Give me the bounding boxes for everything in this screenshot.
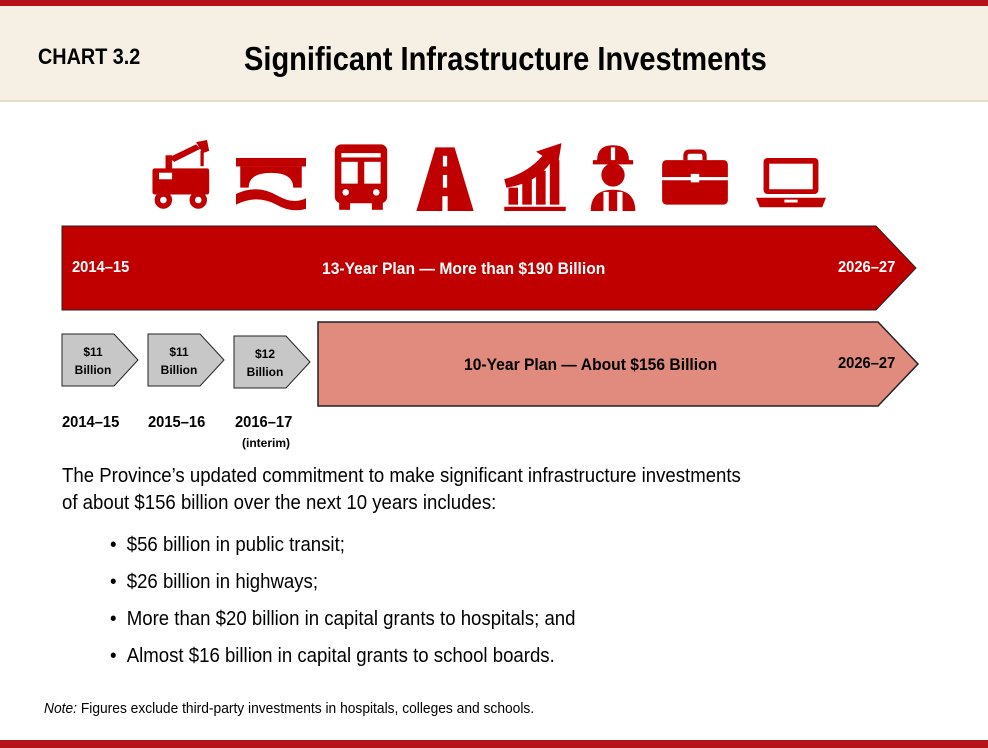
chart-label: CHART 3.2 [38, 44, 141, 69]
body-line-1: The Province’s updated commitment to mak… [62, 465, 741, 487]
plan13-arrow [61, 225, 917, 311]
annual-amount-value: $11 [83, 345, 103, 359]
header: CHART 3.2 Significant Infrastructure Inv… [0, 6, 988, 102]
bus-icon [326, 140, 396, 212]
body-paragraph: The Province’s updated commitment to mak… [62, 463, 741, 517]
year-label-2014: 2014–15 [62, 414, 120, 431]
interim-note: (interim) [242, 436, 290, 450]
bullet-item: $56 billion in public transit; [110, 532, 575, 569]
top-rule [0, 0, 988, 6]
year-label-2015: 2015–16 [148, 414, 206, 431]
annual-chevron-2014 [61, 333, 139, 387]
footnote: Note: Figures exclude third-party invest… [44, 700, 534, 717]
page-title: Significant Infrastructure Investments [244, 40, 767, 77]
plan10-end-year: 2026–27 [838, 355, 896, 372]
bridge-icon [236, 140, 306, 212]
icon-row [0, 140, 988, 215]
annual-amount-2015: $11 Billion [154, 343, 204, 379]
annual-amount-unit: Billion [160, 363, 198, 377]
bullet-item: More than $20 billion in capital grants … [110, 606, 576, 643]
plan13-start-year: 2014–15 [72, 259, 130, 276]
investment-bullets: $56 billion in public transit; $26 billi… [110, 532, 576, 680]
annual-chevron-2016 [233, 335, 311, 389]
annual-amount-2014: $11 Billion [68, 343, 118, 379]
timeline-arrows [61, 225, 920, 407]
annual-amount-unit: Billion [246, 365, 284, 379]
annual-amount-unit: Billion [74, 363, 112, 377]
laptop-icon [756, 140, 826, 212]
bullet-item: Almost $16 billion in capital grants to … [110, 643, 575, 680]
crane-truck-icon [148, 140, 218, 212]
growth-chart-icon [500, 140, 570, 212]
plan10-arrow [317, 321, 920, 407]
year-label-2016: 2016–17 [235, 414, 293, 431]
highway-icon [410, 140, 480, 212]
body-line-2: of about $156 billion over the next 10 y… [62, 492, 497, 514]
footnote-text: Figures exclude third-party investments … [76, 700, 535, 717]
worker-icon [578, 140, 648, 212]
plan13-label: 13-Year Plan — More than $190 Billion [322, 259, 606, 278]
plan13-end-year: 2026–27 [838, 259, 896, 276]
bottom-rule [0, 740, 988, 748]
bullet-item: $26 billion in highways; [110, 569, 575, 606]
footnote-prefix: Note: [44, 700, 77, 717]
briefcase-icon [660, 140, 730, 212]
annual-amount-value: $12 [254, 347, 276, 361]
annual-chevron-2015 [147, 333, 225, 387]
plan10-label: 10-Year Plan — About $156 Billion [464, 355, 718, 374]
annual-amount-value: $11 [169, 345, 189, 359]
annual-amount-2016: $12 Billion [240, 345, 290, 381]
